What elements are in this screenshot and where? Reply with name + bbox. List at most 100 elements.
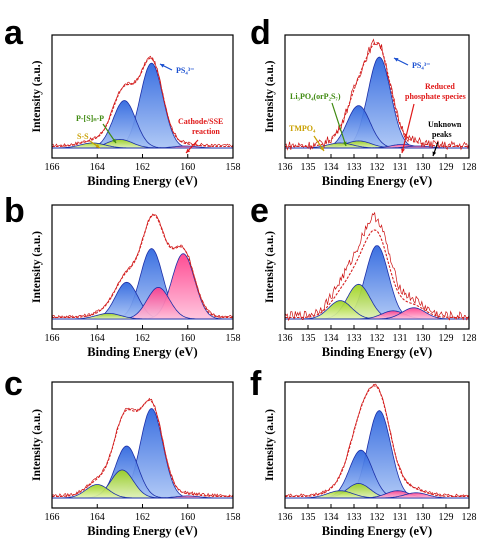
y-axis-label: Intensity (a.u.) [264,409,276,481]
annotation-label: S-S [77,132,89,141]
arrow-head-icon [112,138,116,143]
component-peak [52,313,233,320]
envelope-line [285,42,469,148]
arrow-head-icon [394,58,399,62]
panel-label: e [250,192,269,230]
x-tick-label: 160 [180,512,195,523]
plot-area [285,383,469,499]
x-tick-label: 128 [462,162,477,173]
x-tick-label: 134 [324,162,339,173]
raw-data-line [285,383,469,498]
plot-area [52,213,233,320]
annotation-label: reaction [192,127,220,136]
y-axis-label: Intensity (a.u.) [264,231,276,303]
x-tick-label: 135 [301,162,316,173]
x-tick-label: 164 [90,512,105,523]
y-axis-label: Intensity (a.u.) [31,231,43,303]
x-tick-label: 130 [416,162,431,173]
arrow-head-icon [432,151,437,156]
raw-data-line [52,213,233,319]
x-tick-label: 133 [347,162,362,173]
x-tick-label: 132 [370,512,385,523]
raw-data-line [285,38,469,151]
x-tick-label: 158 [226,512,241,523]
y-axis-label: Intensity (a.u.) [264,60,276,132]
x-tick-label: 166 [45,512,60,523]
annotation-label: TMPO₄ [289,124,316,133]
y-axis-label: Intensity (a.u.) [31,409,43,481]
x-tick-label: 136 [278,512,293,523]
raw-data-line [52,55,233,148]
annotation-label: Unknown [428,120,462,129]
x-tick-label: 128 [462,333,477,344]
raw-data-line [285,211,469,322]
component-peak [285,492,469,499]
x-tick-label: 162 [135,162,150,173]
panel-f: 136 135 134 133 132 131 130 129 128 Binding Energ… [250,365,477,538]
annotation-arrow [331,102,347,147]
x-tick-label: 129 [439,512,454,523]
panel-label: c [4,365,23,403]
x-tick-label: 164 [90,162,105,173]
annotation-label: PS₄³⁻ [176,66,194,75]
plot-area [52,397,233,499]
arrow-head-icon [160,64,165,68]
component-peak [285,245,469,320]
annotation-label: phosphate species [405,92,466,101]
x-axis-label: Binding Energy (eV) [87,174,197,188]
x-tick-label: 162 [135,512,150,523]
arrow-head-icon [401,148,405,153]
x-tick-label: 130 [416,333,431,344]
x-tick-label: 134 [324,512,339,523]
x-tick-label: 158 [226,333,241,344]
panel-label: f [250,365,262,403]
x-axis-label: Binding Energy (eV) [322,524,432,538]
x-axis-label: Binding Energy (eV) [87,345,197,359]
x-tick-label: 162 [135,333,150,344]
annotation-arrow [401,103,415,154]
x-tick-label: 133 [347,512,362,523]
x-tick-label: 130 [416,512,431,523]
x-tick-label: 131 [393,333,408,344]
x-axis-label: Binding Energy (eV) [87,524,197,538]
component-peak [52,495,233,499]
x-tick-label: 128 [462,512,477,523]
annotation-label: PS₄³⁻ [412,61,430,70]
x-tick-label: 135 [301,512,316,523]
envelope-line [285,229,469,319]
x-tick-label: 133 [347,333,362,344]
plot-area [285,211,469,322]
y-axis-label: Intensity (a.u.) [31,60,43,132]
x-axis-label: Binding Energy (eV) [322,174,432,188]
x-tick-label: 132 [370,162,385,173]
envelope-line [285,385,469,497]
arrow-head-icon [342,141,347,146]
panel-d: 136 135 134 133 132 131 130 129 128 Binding Energ… [250,14,477,188]
annotation-label: Reduced [425,82,455,91]
envelope-line [52,399,233,497]
x-tick-label: 158 [226,162,241,173]
x-tick-label: 132 [370,333,385,344]
component-peak [285,307,469,320]
annotation-label: peaks [432,130,452,139]
x-tick-label: 166 [45,162,60,173]
panel-b: 166 164 162 160 158 Binding Energy (eV) Intens… [4,192,241,359]
panel-c: 166 164 162 160 158 Binding Energy (eV) Intens… [4,365,241,538]
annotation-label: Li₃PO₄(orP₂S₇) [290,92,341,101]
annotation-label: P-[S]ₙ-P [76,114,104,123]
x-tick-label: 131 [393,162,408,173]
plot-area [285,38,469,151]
x-tick-label: 129 [439,333,454,344]
arrow-head-icon [186,148,191,153]
x-tick-label: 166 [45,333,60,344]
x-tick-label: 136 [278,333,293,344]
x-tick-label: 160 [180,162,195,173]
x-tick-label: 131 [393,512,408,523]
envelope-line [52,214,233,319]
panel-a: 166 164 162 160 158 Binding Energy (eV) Intens… [4,14,241,188]
annotation-label: Cathode/SSE [178,117,223,126]
arrow-head-icon [95,144,100,148]
arrow-head-icon [320,146,324,151]
panel-label: b [4,192,25,230]
x-tick-label: 135 [301,333,316,344]
